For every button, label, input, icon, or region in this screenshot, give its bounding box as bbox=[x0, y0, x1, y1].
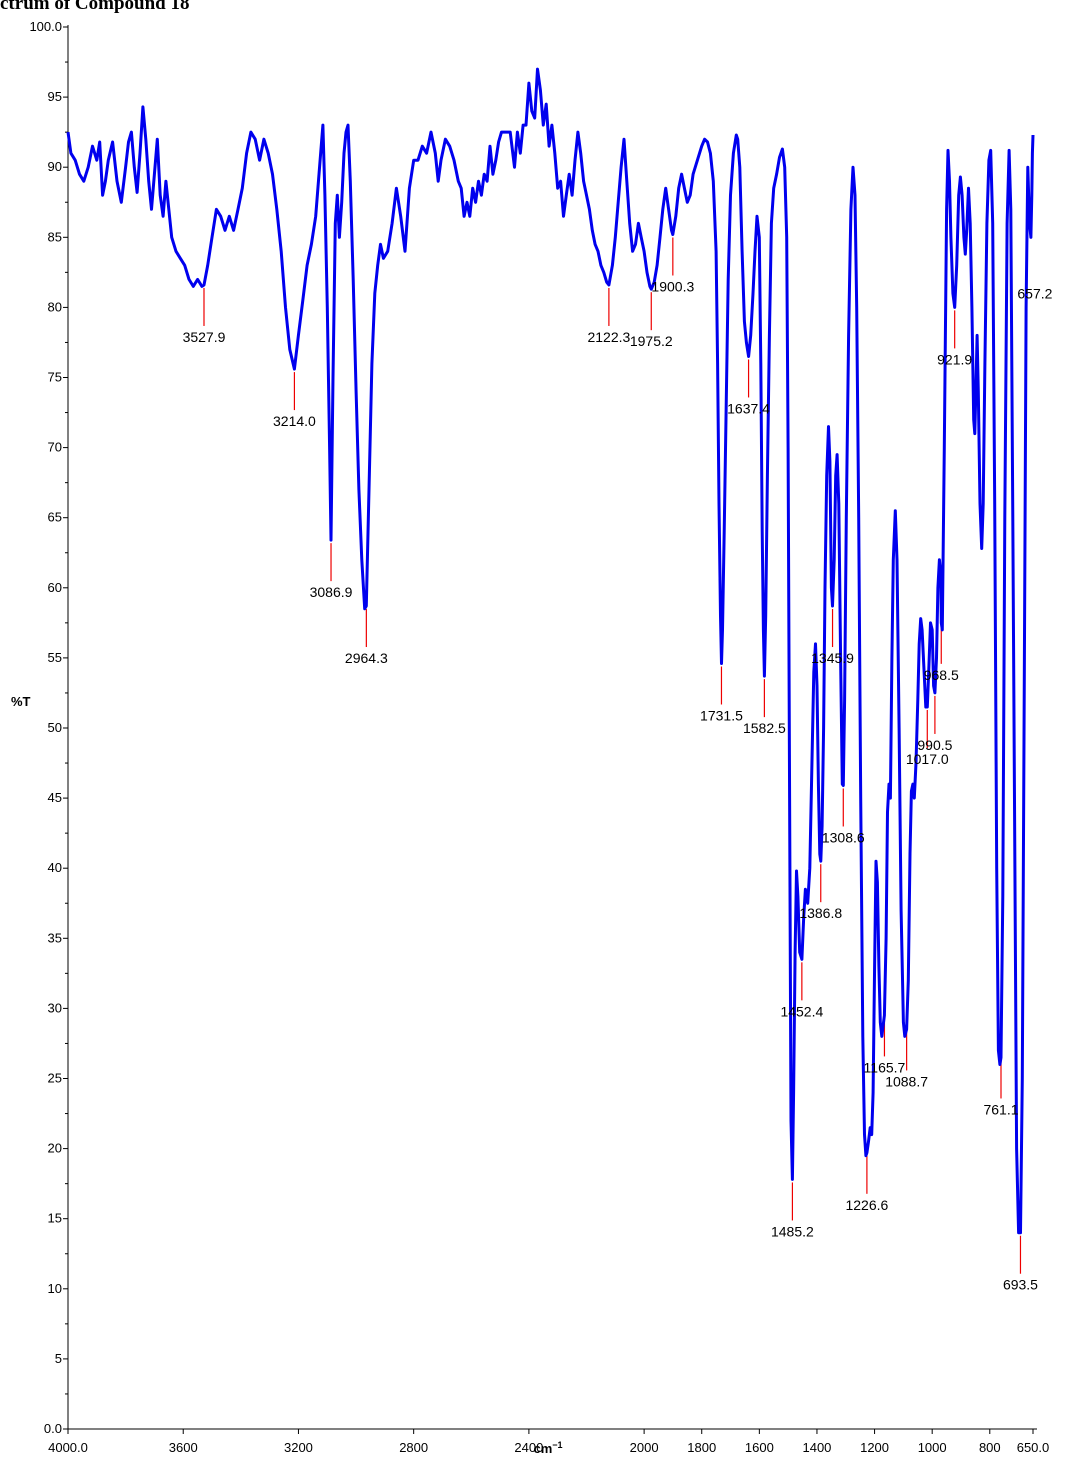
peak-labels: 3527.9 3214.0 3086.9 2964.3 2122.3 1975.2 1900… bbox=[183, 278, 1053, 1292]
peak-label: 921.9 bbox=[937, 351, 972, 367]
y-tick-label: 20 bbox=[48, 1141, 62, 1156]
peak-label: 1345.9 bbox=[811, 650, 854, 666]
y-tick-label: 85 bbox=[48, 229, 62, 244]
peak-label: 1017.0 bbox=[906, 751, 949, 767]
peak-label: 1165.7 bbox=[864, 1059, 906, 1075]
peak-label: 1386.8 bbox=[799, 905, 842, 921]
y-axis-title: %T bbox=[11, 694, 31, 709]
y-tick-label: 5 bbox=[55, 1351, 62, 1366]
peak-label: 3086.9 bbox=[310, 584, 353, 600]
y-tick-label: 25 bbox=[48, 1071, 62, 1086]
y-tick-label: 80 bbox=[48, 299, 62, 314]
y-tick-label: 90 bbox=[48, 159, 62, 174]
y-tick-label: 15 bbox=[48, 1211, 62, 1226]
x-tick-label: 800 bbox=[979, 1440, 1001, 1455]
peak-label: 3214.0 bbox=[273, 413, 316, 429]
peak-label: 1900.3 bbox=[651, 278, 694, 294]
y-tick-label: 45 bbox=[48, 790, 62, 805]
peak-label: 1975.2 bbox=[630, 333, 673, 349]
x-tick-label: 1200 bbox=[860, 1440, 889, 1455]
x-tick-label: 2400 bbox=[514, 1440, 543, 1455]
spectrum-series bbox=[66, 67, 1035, 1235]
x-tick-label: 1000 bbox=[918, 1440, 947, 1455]
x-tick-label: 1800 bbox=[687, 1440, 716, 1455]
x-tick-label: 650.0 bbox=[1017, 1440, 1050, 1455]
spectrum-line bbox=[66, 67, 1035, 1235]
x-tick-label: 3200 bbox=[284, 1440, 313, 1455]
peak-label: 1731.5 bbox=[700, 708, 743, 724]
y-tick-label: 30 bbox=[48, 1000, 62, 1015]
peak-label: 1582.5 bbox=[743, 720, 786, 736]
peak-label: 990.5 bbox=[917, 737, 952, 753]
x-tick-label: 2800 bbox=[399, 1440, 428, 1455]
x-axis-title: cm−1 bbox=[533, 1440, 562, 1456]
peak-label: 1637.4 bbox=[727, 400, 770, 416]
ticks: 100.095908580757065605550454035302520151… bbox=[29, 19, 1049, 1455]
y-tick-label: 60 bbox=[48, 580, 62, 595]
x-tick-label: 1400 bbox=[802, 1440, 831, 1455]
peak-leader-lines bbox=[203, 237, 1022, 1274]
peak-label: 657.2 bbox=[1017, 285, 1052, 301]
y-tick-label: 0.0 bbox=[44, 1421, 62, 1436]
y-tick-label: 75 bbox=[48, 370, 62, 385]
y-tick-label: 70 bbox=[48, 440, 62, 455]
peak-label: 1452.4 bbox=[780, 1003, 823, 1019]
y-tick-label: 40 bbox=[48, 860, 62, 875]
peak-label: 968.5 bbox=[924, 667, 959, 683]
y-tick-label: 65 bbox=[48, 510, 62, 525]
y-tick-label: 10 bbox=[48, 1281, 62, 1296]
y-tick-label: 50 bbox=[48, 720, 62, 735]
axes bbox=[67, 25, 1037, 1430]
y-tick-label: 55 bbox=[48, 650, 62, 665]
y-tick-label: 35 bbox=[48, 930, 62, 945]
y-tick-label: 100.0 bbox=[29, 19, 62, 34]
chart-title: ctrum of Compound 18 bbox=[0, 0, 190, 14]
peak-label: 1485.2 bbox=[771, 1223, 814, 1239]
x-tick-label: 3600 bbox=[169, 1440, 198, 1455]
x-tick-label: 1600 bbox=[745, 1440, 774, 1455]
peak-label: 2964.3 bbox=[345, 650, 388, 666]
peak-label: 1088.7 bbox=[885, 1073, 928, 1089]
y-tick-label: 95 bbox=[48, 89, 62, 104]
peak-label: 1308.6 bbox=[822, 829, 865, 845]
peak-label: 1226.6 bbox=[845, 1197, 888, 1213]
peak-label: 3527.9 bbox=[183, 329, 226, 345]
peak-label: 693.5 bbox=[1003, 1277, 1038, 1293]
peak-label: 761.1 bbox=[983, 1101, 1018, 1117]
peak-label: 2122.3 bbox=[587, 329, 630, 345]
x-tick-label: 2000 bbox=[630, 1440, 659, 1455]
x-tick-label: 4000.0 bbox=[48, 1440, 88, 1455]
